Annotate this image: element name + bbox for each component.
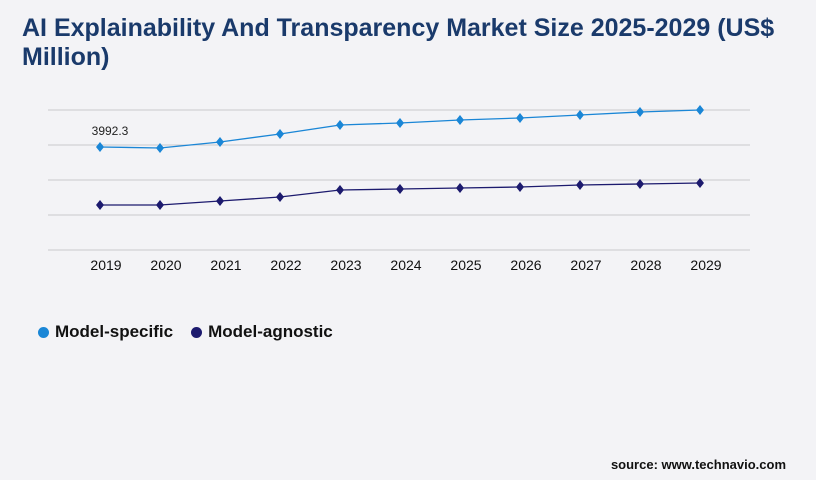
data-point <box>276 192 284 203</box>
data-label: 3992.3 <box>92 124 129 138</box>
data-point <box>636 178 644 189</box>
x-tick-label: 2026 <box>510 257 541 273</box>
x-tick-label: 2025 <box>450 257 481 273</box>
data-point <box>336 119 344 130</box>
data-point <box>336 184 344 195</box>
x-tick-label: 2022 <box>270 257 301 273</box>
data-point <box>696 105 704 115</box>
legend-label: Model-specific <box>55 322 174 341</box>
data-point <box>696 177 704 188</box>
legend: Model-specific Model-agnostic <box>38 322 333 342</box>
series-line-0 <box>99 109 701 149</box>
data-point <box>96 200 104 211</box>
data-point <box>156 200 164 211</box>
x-tick-label: 2020 <box>150 257 181 273</box>
data-point <box>636 106 644 117</box>
data-point <box>96 141 104 152</box>
data-point <box>516 112 524 123</box>
data-point <box>576 180 584 191</box>
data-point <box>456 182 464 193</box>
x-tick-label: 2028 <box>630 257 661 273</box>
data-point <box>156 142 164 153</box>
data-point <box>216 136 224 147</box>
x-tick-label: 2019 <box>90 257 121 273</box>
x-tick-label: 2027 <box>570 257 601 273</box>
x-tick-label: 2024 <box>390 257 421 273</box>
data-point <box>396 184 404 195</box>
legend-marker-icon <box>191 326 203 338</box>
legend-item: Model-specific <box>38 322 173 342</box>
x-tick-label: 2021 <box>210 257 241 273</box>
legend-item: Model-agnostic <box>191 322 333 342</box>
data-point <box>516 181 524 192</box>
x-tick-label: 2023 <box>330 257 361 273</box>
chart-title: AI Explainability And Transparency Marke… <box>22 14 775 71</box>
source-text: source: www.technavio.com <box>610 457 786 472</box>
data-point <box>576 109 584 120</box>
x-tick-label: 2029 <box>690 257 721 273</box>
data-point <box>216 196 224 207</box>
data-point <box>396 117 404 128</box>
legend-label: Model-agnostic <box>208 322 333 341</box>
data-point <box>456 114 464 125</box>
legend-marker-icon <box>38 326 49 338</box>
data-point <box>276 128 284 139</box>
